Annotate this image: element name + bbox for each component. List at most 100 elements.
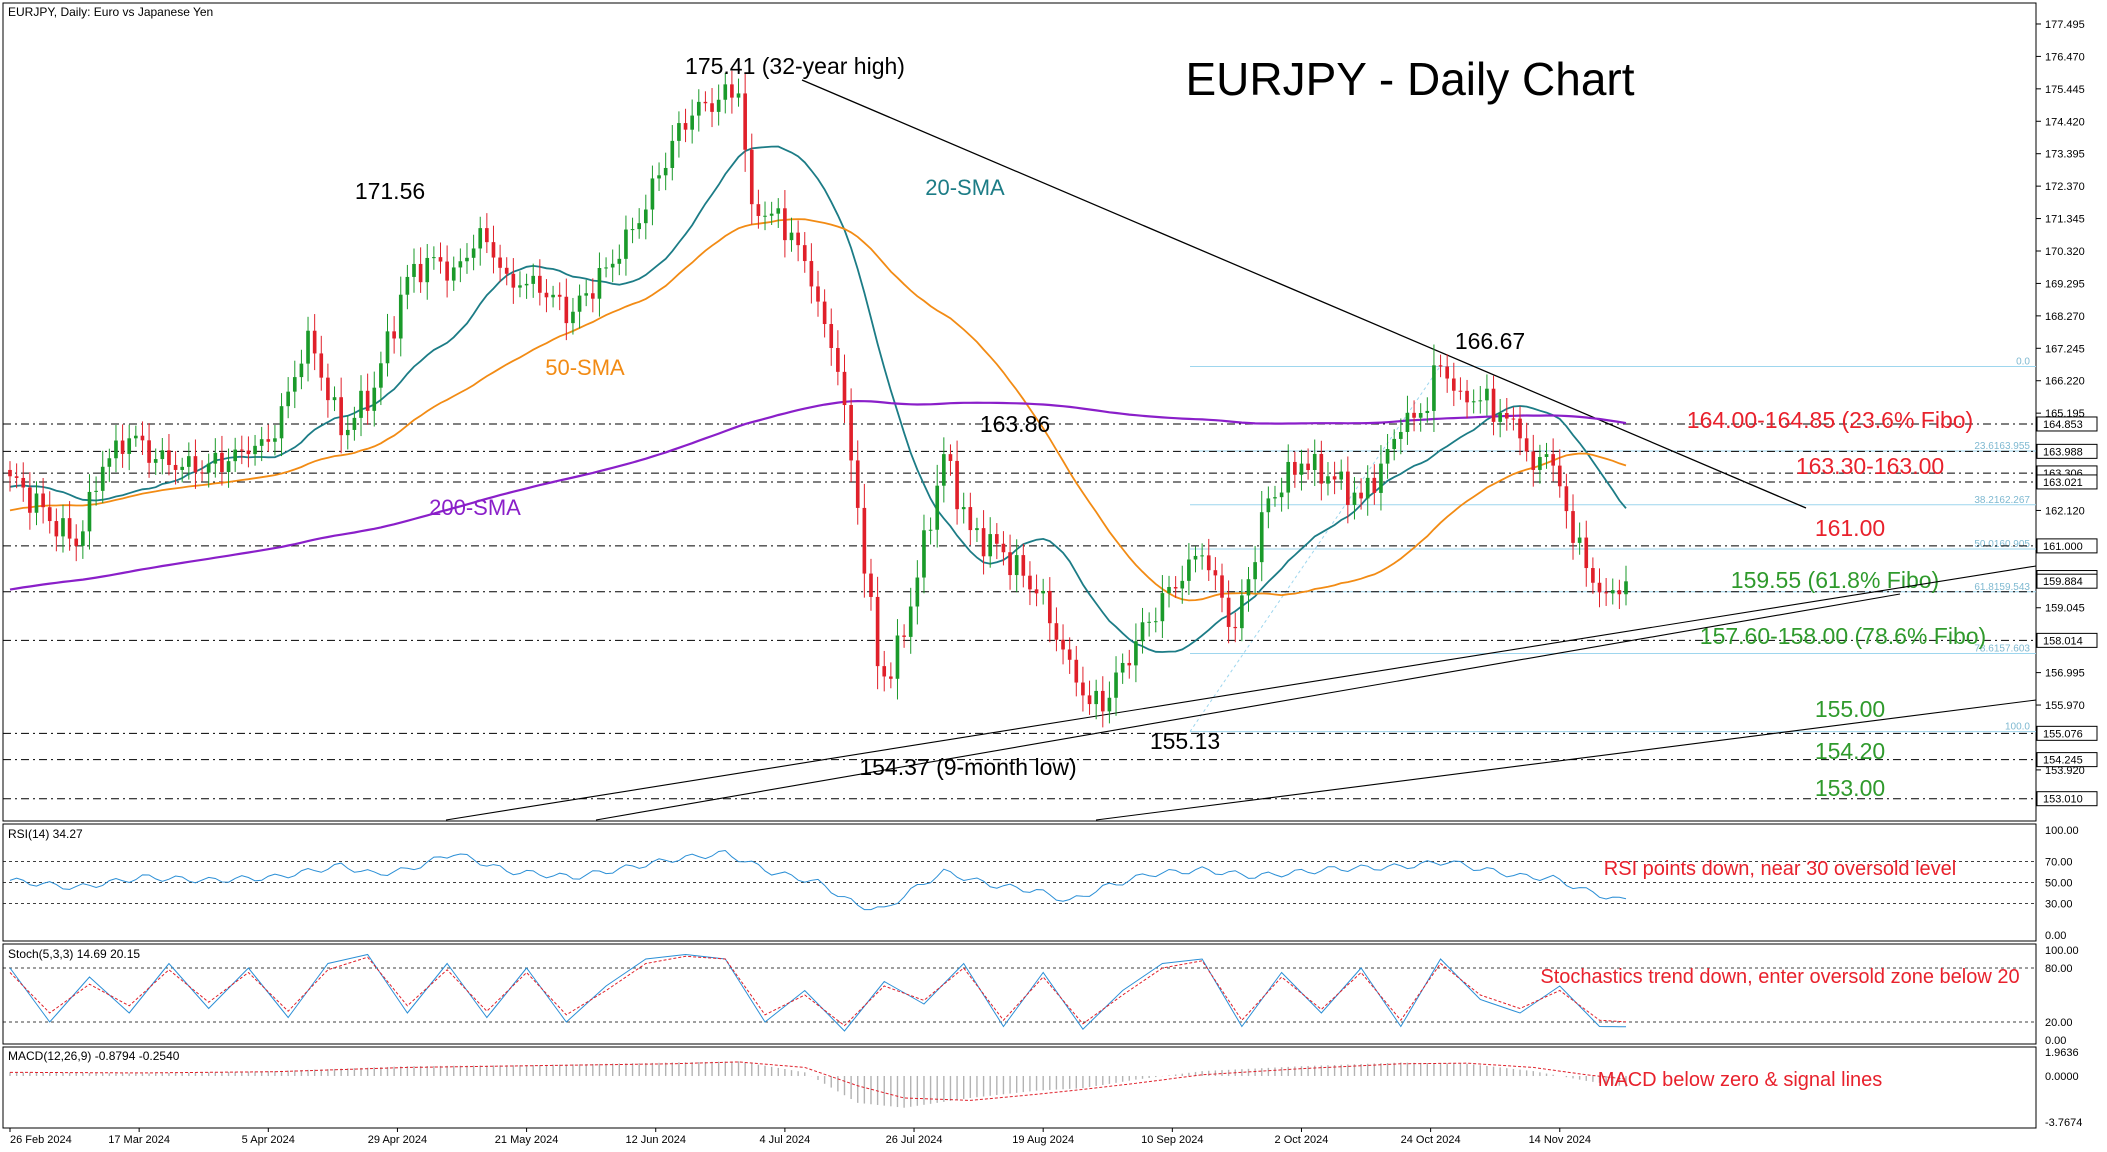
candle — [1047, 577, 1052, 643]
symbol-info: EURJPY, Daily: Euro vs Japanese Yen — [8, 5, 213, 19]
candle — [233, 437, 238, 473]
candle-body — [650, 178, 655, 210]
candle-body — [809, 261, 814, 287]
candle — [1206, 538, 1211, 581]
candle — [696, 89, 701, 132]
price-tag-label: 163.021 — [2043, 477, 2083, 489]
candle-body — [14, 476, 19, 478]
candle — [1259, 490, 1264, 582]
candle-body — [988, 534, 993, 557]
candle — [915, 560, 920, 625]
moving-averages-layer: 20-SMA 50-SMA 200-SMA — [9, 145, 1627, 653]
candle-body — [895, 635, 900, 679]
macd-panel-frame — [2, 1046, 2037, 1129]
candle — [451, 256, 456, 291]
candle — [1346, 456, 1350, 524]
candle-body — [299, 363, 304, 378]
candle-body — [829, 324, 834, 349]
candle-body — [1458, 390, 1463, 392]
candle-body — [1299, 463, 1304, 475]
price-tag-box — [2036, 573, 2098, 589]
candle — [796, 220, 800, 262]
candle-body — [855, 460, 860, 508]
candle-body — [200, 472, 204, 474]
candle — [736, 78, 741, 107]
candle — [1584, 520, 1589, 587]
candle-body — [683, 123, 688, 130]
candle-body — [796, 232, 800, 246]
candle — [1034, 574, 1039, 607]
candle-body — [1379, 463, 1383, 493]
chart-title: EURJPY - Daily Chart — [1185, 53, 1634, 105]
sma200-line — [9, 399, 1627, 591]
candle — [359, 375, 363, 437]
candle — [584, 279, 589, 307]
candle — [769, 201, 774, 225]
time-tick-label: 2 Oct 2024 — [1275, 1134, 1329, 1146]
candle-body — [253, 445, 257, 455]
candle-body — [1279, 492, 1284, 498]
candle — [292, 360, 297, 409]
candle — [1538, 444, 1542, 484]
candle — [273, 424, 277, 456]
candle — [624, 215, 628, 276]
level-label: 161.00 — [1815, 515, 1885, 541]
candle — [683, 108, 688, 143]
candle-body — [326, 377, 330, 401]
candle-body — [127, 438, 132, 454]
candle-body — [842, 371, 847, 406]
candle-body — [789, 232, 794, 241]
candle-body — [610, 263, 615, 268]
candle-body — [802, 245, 807, 262]
candle-body — [114, 440, 118, 459]
candle-body — [1485, 388, 1489, 401]
candle — [928, 517, 933, 545]
candle — [1266, 486, 1271, 529]
candle-body — [1014, 555, 1019, 576]
level-label: 157.60-158.00 (78.6% Fibo) — [1700, 623, 1986, 649]
candle-body — [379, 363, 383, 388]
candle — [94, 476, 98, 506]
candle — [988, 517, 993, 568]
price-tag-box — [2036, 752, 2098, 768]
candle — [1372, 464, 1377, 505]
candle-body — [8, 469, 12, 477]
candle-body — [1478, 400, 1483, 402]
candle-body — [1524, 438, 1529, 452]
fibo-label: 23.6163.955 — [1974, 441, 2030, 452]
candle-body — [524, 283, 529, 286]
candle — [597, 252, 602, 317]
level-label: 163.30-163.00 — [1796, 453, 1944, 479]
price-tag-label: 164.853 — [2043, 419, 2083, 431]
candle — [332, 386, 337, 412]
candle-body — [1392, 438, 1397, 449]
candle — [160, 438, 165, 475]
candle — [922, 514, 926, 594]
candle-body — [1047, 590, 1052, 624]
candle — [1352, 477, 1357, 520]
candle — [365, 373, 370, 425]
candle-body — [352, 417, 357, 430]
time-tick-label: 5 Apr 2024 — [242, 1134, 295, 1146]
candle — [882, 650, 887, 692]
indicator-title: RSI(14) 34.27 — [8, 827, 83, 841]
candle — [590, 278, 595, 313]
candle-body — [1107, 697, 1112, 712]
fibo-label: 100.0 — [2005, 722, 2030, 733]
candle-body — [1114, 672, 1118, 698]
candle-body — [339, 397, 343, 436]
candle — [1557, 449, 1562, 498]
candle-body — [763, 215, 767, 217]
candle-body — [1610, 590, 1615, 594]
candle-body — [1153, 621, 1158, 623]
candle-body — [1465, 390, 1469, 403]
time-tick-label: 21 May 2024 — [495, 1134, 559, 1146]
candle-body — [286, 391, 290, 407]
candle-body — [875, 596, 880, 667]
candle-body — [557, 294, 562, 297]
candle — [908, 587, 913, 654]
candle-body — [425, 257, 430, 283]
candle-body — [1273, 497, 1277, 499]
candle — [54, 508, 59, 552]
